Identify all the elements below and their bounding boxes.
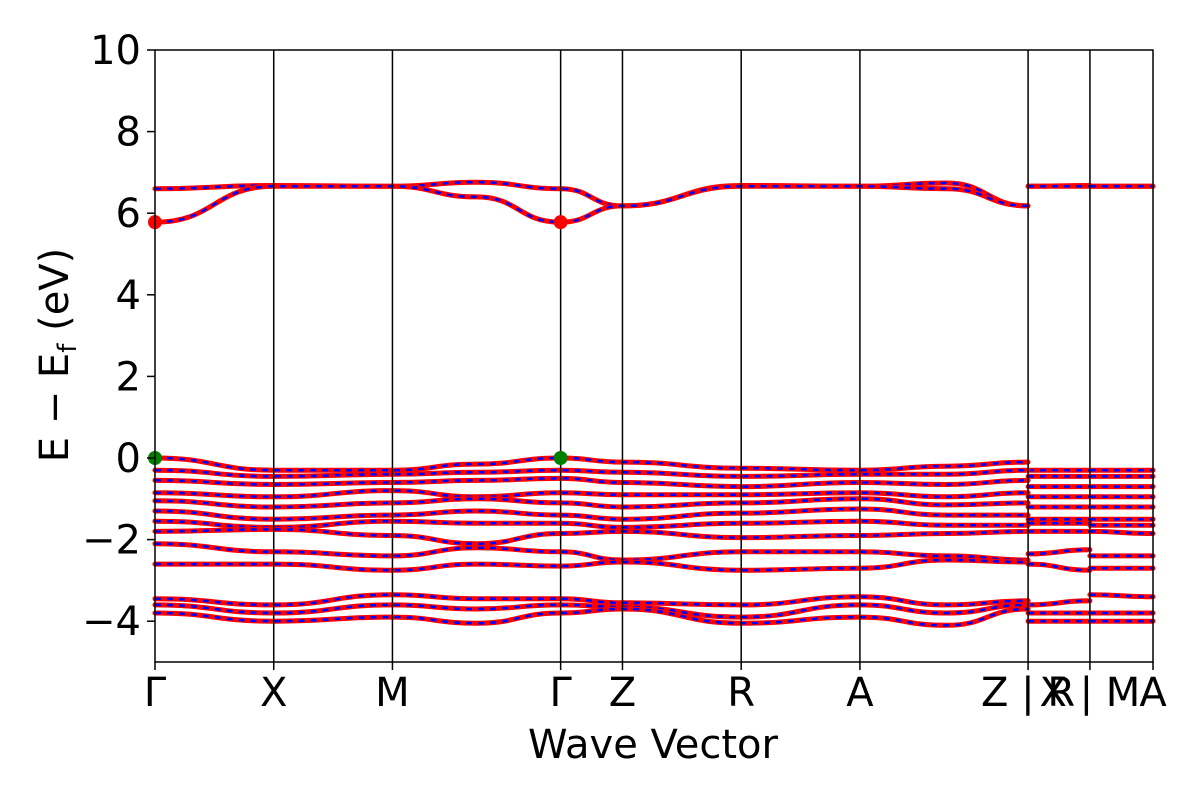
- x-tick-label: Γ: [549, 670, 572, 716]
- y-tick-label: 4: [116, 273, 141, 319]
- x-tick-label: A: [1139, 670, 1167, 716]
- y-tick-label: 6: [116, 191, 141, 237]
- x-tick-label: X: [260, 670, 287, 716]
- valence-band-10-spin-down: [155, 558, 1153, 572]
- y-axis-ticks: −4 −2 0 2 4 6 8 10: [82, 28, 155, 645]
- vbm-marker-2: [553, 451, 568, 465]
- y-tick-label: −2: [82, 518, 141, 564]
- x-tick-label: Z: [609, 670, 636, 716]
- valence-band-3-spin-up: [152, 475, 1156, 490]
- y-tick-label: 2: [116, 354, 141, 400]
- valence-band-2-spin-down: [154, 468, 1153, 478]
- valence-band-7-spin-down: [154, 519, 1153, 529]
- y-tick-label: 0: [116, 436, 141, 482]
- x-tick-label: X | M: [1040, 670, 1141, 716]
- x-axis-label: Wave Vector: [528, 722, 779, 768]
- y-axis-label-subscript: f: [53, 343, 83, 353]
- x-tick-label: Γ: [144, 670, 167, 716]
- conduction-band-2-spin-down: [154, 185, 1153, 224]
- valence-band-8-spin-up: [152, 526, 1156, 547]
- y-axis-label: E − Ef (eV): [32, 248, 83, 463]
- y-axis-label-main: E − E: [32, 353, 78, 463]
- valence-band-4-spin-down: [154, 489, 1153, 499]
- y-tick-label: −4: [82, 599, 141, 645]
- extrema-markers: [148, 215, 568, 465]
- y-axis-label-unit: (eV): [32, 248, 78, 344]
- cbm-marker-2: [553, 215, 568, 230]
- x-tick-label: M: [375, 670, 410, 716]
- valence-band-13-spin-up: [152, 606, 1156, 628]
- valence-band-9-spin-down: [154, 542, 1153, 562]
- valence-band-5-spin-down: [154, 497, 1154, 509]
- kpoint-lines: [272, 50, 1091, 662]
- valence-band-1-spin-up: [152, 455, 1156, 473]
- x-tick-label: Z | R: [981, 670, 1075, 716]
- valence-band-8-spin-down: [154, 528, 1154, 545]
- x-tick-label: A: [846, 670, 874, 716]
- plot-frame: [154, 49, 1154, 663]
- valence-band-1-spin-down: [154, 456, 1153, 472]
- valence-band-6-spin-down: [154, 507, 1153, 521]
- x-tick-label: R: [727, 670, 755, 716]
- valence-band-11-spin-down: [154, 593, 1154, 607]
- valence-band-6-spin-up: [152, 506, 1156, 522]
- valence-band-12-spin-down: [154, 603, 1153, 619]
- bands-layer: [152, 179, 1156, 628]
- y-tick-label: 8: [116, 110, 141, 156]
- y-tick-label: 10: [90, 28, 141, 74]
